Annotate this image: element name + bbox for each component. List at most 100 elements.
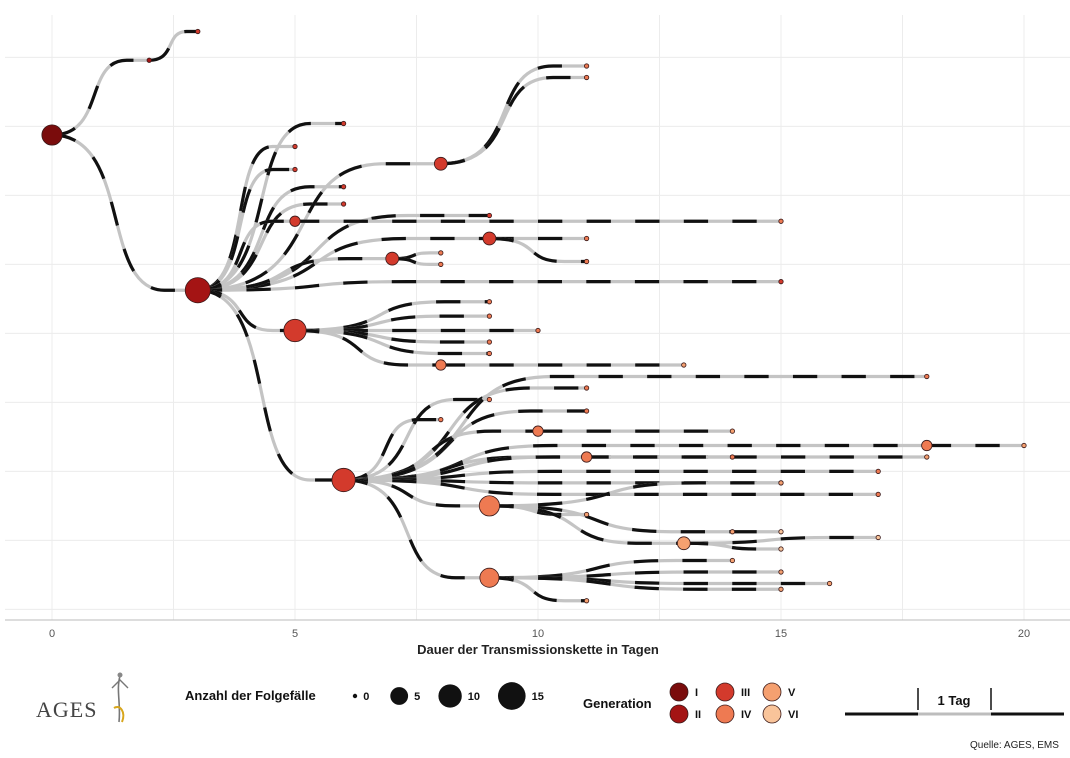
generation-legend-dot xyxy=(669,704,689,724)
transmission-edge-day-marks xyxy=(489,504,684,545)
size-legend-dot xyxy=(352,693,358,699)
case-node xyxy=(921,439,933,452)
x-ticks: 0 5 10 15 20 xyxy=(49,628,1030,640)
transmission-edge-day-marks xyxy=(197,219,295,292)
generation-legend-dot xyxy=(669,682,689,702)
case-node xyxy=(433,156,448,171)
transmission-edge-day-marks xyxy=(197,162,441,292)
size-legend-dot xyxy=(438,684,462,708)
transmission-edge xyxy=(50,58,151,137)
size-legend: Anzahl der Folgefälle 0 5 10 15 xyxy=(185,682,544,710)
case-node xyxy=(826,580,833,587)
case-node xyxy=(729,529,736,535)
generation-legend-label: V xyxy=(788,687,796,699)
transmission-edge-day-marks xyxy=(343,374,927,482)
case-node xyxy=(535,327,541,334)
case-node xyxy=(482,231,497,246)
size-legend-label: 15 xyxy=(532,691,544,703)
case-node xyxy=(340,201,347,207)
case-node xyxy=(583,408,590,414)
size-legend-dot xyxy=(497,682,526,710)
case-node xyxy=(486,299,492,305)
transmission-edge xyxy=(196,288,297,333)
case-node xyxy=(340,120,347,127)
case-node xyxy=(289,215,301,227)
generation-legend-label: II xyxy=(695,709,701,721)
case-node xyxy=(292,166,298,173)
case-node xyxy=(41,124,63,146)
case-node xyxy=(438,261,444,267)
transmission-edge xyxy=(196,288,346,482)
x-tick-label: 15 xyxy=(775,628,787,640)
transmission-edge xyxy=(196,202,346,292)
transmission-edge-day-marks xyxy=(197,167,295,292)
transmission-edge-day-marks xyxy=(197,121,344,292)
case-node xyxy=(583,235,590,242)
svg-text:Generation: Generation xyxy=(583,696,652,711)
transmission-edge-day-marks xyxy=(489,504,733,534)
case-node xyxy=(184,277,211,304)
transmission-edge xyxy=(293,328,491,356)
ages-logo: AGES xyxy=(36,672,129,723)
case-node xyxy=(778,218,784,224)
transmission-edge xyxy=(196,121,346,292)
case-node xyxy=(478,495,500,517)
transmission-edge-day-marks xyxy=(343,386,587,482)
case-node xyxy=(438,250,444,256)
transmission-edge-day-marks xyxy=(149,29,198,62)
transmission-edge-day-marks xyxy=(440,64,587,166)
case-node xyxy=(676,536,691,551)
case-node xyxy=(283,318,307,343)
transmission-edge-day-marks xyxy=(343,478,490,508)
case-node xyxy=(486,350,492,357)
case-node xyxy=(583,258,590,265)
source-note: Quelle: AGES, EMS xyxy=(970,740,1059,751)
case-node xyxy=(583,511,590,518)
case-node xyxy=(486,313,492,319)
case-node xyxy=(1021,442,1027,449)
transmission-edge xyxy=(487,504,686,545)
case-node xyxy=(729,557,736,564)
transmission-edge-day-marks xyxy=(343,418,441,482)
svg-text:AGES: AGES xyxy=(36,697,97,722)
case-node xyxy=(146,57,152,63)
generation-legend-label: III xyxy=(741,687,750,699)
transmission-edge-day-marks xyxy=(489,558,733,580)
case-node xyxy=(292,143,298,150)
transmission-edge-day-marks xyxy=(343,478,879,496)
generation-legend-dot xyxy=(762,682,782,702)
transmission-edge-day-marks xyxy=(683,541,781,551)
transmission-edge-day-marks xyxy=(343,478,490,580)
scale-bar: 1 Tag xyxy=(845,688,1064,716)
case-node xyxy=(195,28,201,35)
scale-bar-label: 1 Tag xyxy=(938,693,971,708)
transmission-edge-day-marks xyxy=(197,288,344,482)
case-node xyxy=(486,396,492,403)
case-node xyxy=(778,529,784,535)
case-node xyxy=(875,468,881,474)
case-node xyxy=(583,63,590,69)
case-node xyxy=(331,467,356,493)
size-legend-label: 0 xyxy=(363,691,369,703)
case-node xyxy=(583,598,590,604)
size-legend-dot xyxy=(390,687,409,705)
case-node xyxy=(729,454,736,460)
case-node xyxy=(583,74,590,81)
case-node xyxy=(778,546,784,552)
x-axis-label: Dauer der Transmissionskette in Tagen xyxy=(417,642,659,657)
transmission-edge-day-marks xyxy=(51,58,150,137)
transmission-edge xyxy=(50,133,200,292)
transmission-edge xyxy=(342,397,491,482)
x-tick-label: 5 xyxy=(292,628,298,640)
case-node xyxy=(924,373,930,380)
case-node xyxy=(435,359,447,371)
case-node xyxy=(875,534,881,541)
x-tick-label: 10 xyxy=(532,628,544,640)
case-node xyxy=(778,586,784,592)
nodes xyxy=(41,28,1027,604)
generation-legend-dot xyxy=(762,704,782,724)
transmission-edge-day-marks xyxy=(489,576,781,591)
transmission-edge-day-marks xyxy=(489,236,587,264)
